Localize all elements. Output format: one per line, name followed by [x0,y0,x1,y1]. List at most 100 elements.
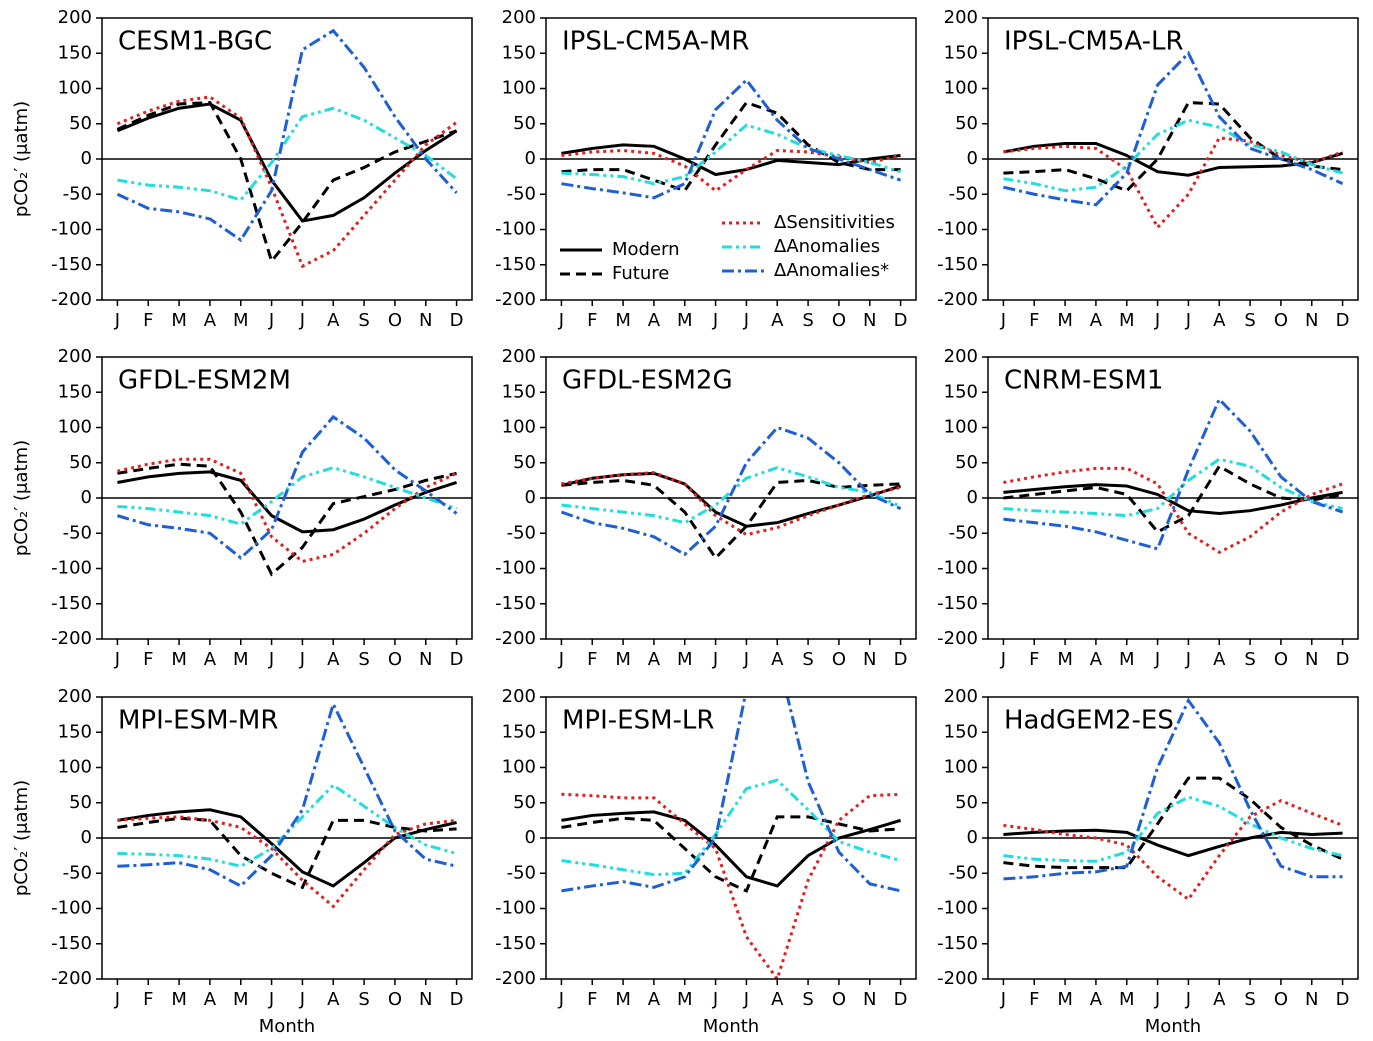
x-tick-label: F [587,649,597,670]
y-tick-label: 150 [502,721,536,742]
plot-frame [101,356,473,640]
y-tick-label: -50 [949,862,978,883]
y-tick-label: 150 [502,381,536,402]
x-tick-label: D [894,649,908,670]
x-tick-label: N [419,989,432,1010]
x-tick-label: M [1057,310,1073,331]
panel-title: IPSL-CM5A-MR [562,27,749,57]
x-tick-label: M [615,310,631,331]
y-tick-label: -150 [51,254,92,275]
y-tick-label: -150 [495,933,536,954]
x-tick-label: J [114,310,120,331]
x-tick-label: M [677,649,693,670]
y-tick-label: -200 [937,968,978,989]
y-tick-label: 0 [525,148,536,169]
x-tick-label: S [802,310,813,331]
series-line [1003,697,1343,881]
x-tick-label: N [863,310,876,331]
y-tick-label: -150 [937,254,978,275]
y-tick-label: 0 [525,827,536,848]
y-tick-label: -100 [495,558,536,579]
series-line [117,106,458,202]
x-tick-label: S [1244,649,1255,670]
x-tick-label: O [832,649,846,670]
series-line [1003,396,1344,551]
plot-frame [987,696,1359,980]
x-tick-label: M [233,989,249,1010]
x-tick-label: D [450,310,464,331]
panel-title: IPSL-CM5A-LR [1004,27,1184,57]
x-tick-label: F [143,649,153,670]
x-tick-label: N [1305,310,1318,331]
x-tick-label: O [388,649,402,670]
series-line [561,815,901,893]
x-tick-label: D [894,310,908,331]
y-tick-label: 200 [58,686,92,707]
series-line [561,778,901,877]
series-line [117,816,457,890]
y-tick-label: 100 [58,417,92,438]
x-tick-label: J [558,310,564,331]
x-tick-label: M [171,989,187,1010]
x-tick-label: D [450,649,464,670]
x-axis-label: Month [703,1016,759,1037]
plot-frame [545,356,917,640]
x-tick-label: N [1305,649,1318,670]
x-tick-label: J [558,649,564,670]
y-tick-label: 150 [944,42,978,63]
plot-frame [987,356,1359,640]
x-tick-label: M [615,649,631,670]
y-tick-label: 0 [81,487,92,508]
y-tick-label: 100 [944,417,978,438]
x-tick-label: D [1336,989,1350,1010]
y-tick-label: -50 [507,183,536,204]
x-tick-label: A [1090,649,1103,670]
y-tick-label: 0 [81,148,92,169]
x-tick-label: D [450,989,464,1010]
y-tick-label: -100 [495,219,536,240]
series-line [1003,466,1344,555]
y-tick-label: 50 [513,792,536,813]
y-tick-label: 150 [502,42,536,63]
x-tick-label: J [743,989,749,1010]
x-tick-label: M [1057,649,1073,670]
x-tick-label: N [1305,989,1318,1010]
x-tick-label: A [327,649,340,670]
x-tick-label: S [802,649,813,670]
x-tick-label: O [832,989,846,1010]
x-tick-label: J [299,649,305,670]
x-tick-label: S [358,989,369,1010]
x-axis-label: Month [259,1016,315,1037]
x-tick-label: F [587,989,597,1010]
y-tick-label: 100 [502,417,536,438]
x-tick-label: M [171,310,187,331]
y-tick-label: 50 [955,452,978,473]
series-line [116,95,458,269]
y-tick-label: -200 [51,968,92,989]
series-line [1003,101,1343,193]
legend-label: ΔAnomalies [774,236,880,257]
x-tick-label: M [1057,989,1073,1010]
y-tick-label: -50 [949,183,978,204]
x-tick-label: A [1213,989,1226,1010]
y-tick-label: 100 [58,78,92,99]
x-tick-label: O [1274,310,1288,331]
y-tick-label: -200 [495,628,536,649]
x-tick-label: S [802,989,813,1010]
x-tick-label: J [1185,649,1191,670]
series-line [561,77,902,200]
x-tick-label: A [327,989,340,1010]
x-tick-label: A [771,649,784,670]
x-tick-label: S [358,310,369,331]
y-axis-label: pCO₂′ (μatm) [11,780,32,896]
y-tick-label: 200 [502,346,536,367]
y-tick-label: -150 [937,593,978,614]
x-tick-label: J [1154,649,1160,670]
x-tick-label: A [1090,989,1103,1010]
series-line [1003,457,1343,518]
x-tick-label: A [204,649,217,670]
x-tick-label: D [1336,310,1350,331]
x-tick-label: A [204,989,217,1010]
x-tick-label: S [1244,989,1255,1010]
